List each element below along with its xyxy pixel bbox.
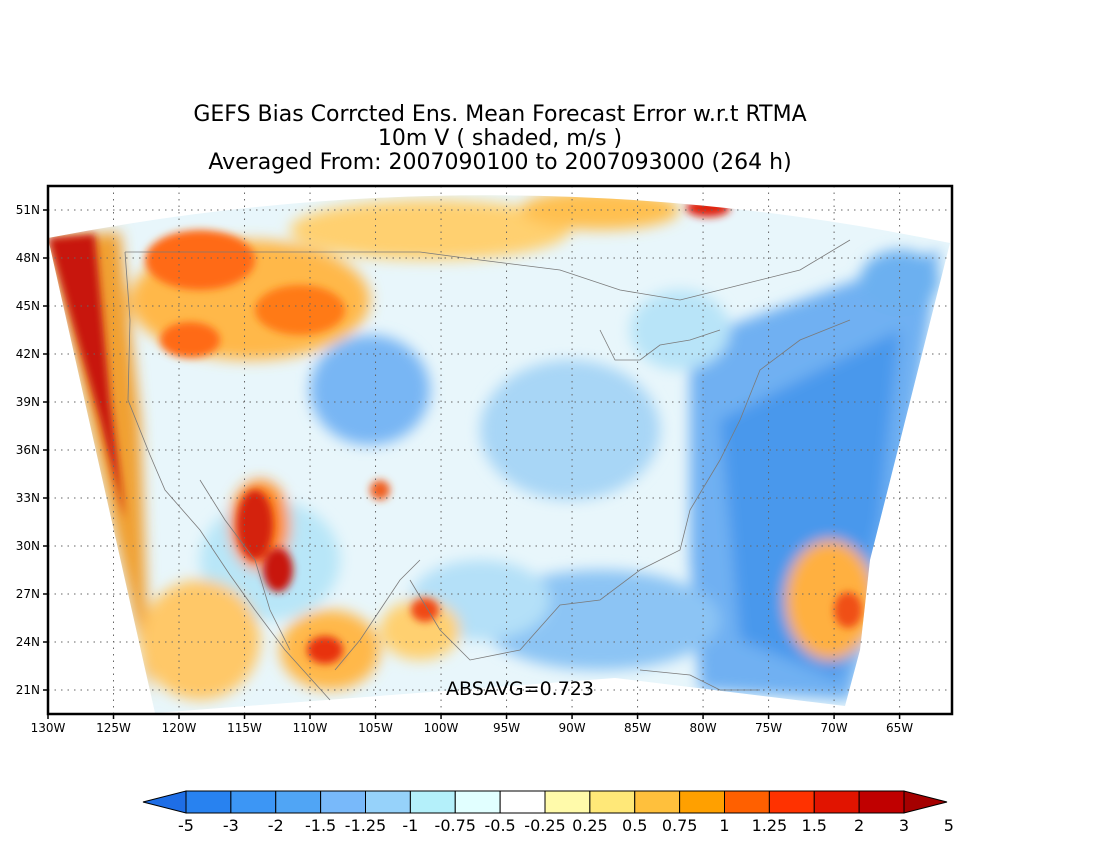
colorbar-label: 5 bbox=[944, 816, 954, 835]
colorbar-swatch bbox=[813, 790, 860, 814]
lat-tick-label: 51N bbox=[16, 203, 40, 217]
lat-tick-label: 30N bbox=[16, 539, 40, 553]
colorbar-label: 1.25 bbox=[752, 816, 788, 835]
lat-tick-label: 42N bbox=[16, 347, 40, 361]
lon-tick-label: 115W bbox=[227, 721, 262, 735]
lon-tick-label: 75W bbox=[755, 721, 782, 735]
lon-tick-label: 125W bbox=[96, 721, 131, 735]
colorbar-label: -2 bbox=[268, 816, 284, 835]
colorbar-arrow-high bbox=[903, 790, 948, 814]
lat-tick-label: 45N bbox=[16, 299, 40, 313]
lon-tick-label: 110W bbox=[293, 721, 328, 735]
lon-tick-label: 70W bbox=[821, 721, 848, 735]
lat-tick-label: 36N bbox=[16, 443, 40, 457]
graticule bbox=[48, 186, 952, 714]
lon-tick-label: 120W bbox=[162, 721, 197, 735]
lon-tick-label: 90W bbox=[558, 721, 585, 735]
colorbar-swatch bbox=[544, 790, 591, 814]
lon-tick-label: 80W bbox=[690, 721, 717, 735]
colorbar-swatch bbox=[185, 790, 232, 814]
colorbar-label: -0.5 bbox=[485, 816, 516, 835]
colorbar-swatch bbox=[365, 790, 411, 814]
lon-tick-label: 65W bbox=[886, 721, 913, 735]
colorbar-label: -0.75 bbox=[435, 816, 476, 835]
colorbar-label: 1 bbox=[719, 816, 729, 835]
colorbar-swatch bbox=[230, 790, 277, 814]
colorbar-label: 0.5 bbox=[622, 816, 647, 835]
lon-tick-label: 95W bbox=[493, 721, 520, 735]
colorbar-swatch bbox=[768, 790, 815, 814]
map-panel: 21N 24N 27N 30N 33N 36N 39N 42N 45N 48N 51N 130W 12… bbox=[16, 184, 954, 735]
colorbar-label: -1.25 bbox=[345, 816, 386, 835]
lat-tick-label: 21N bbox=[16, 683, 40, 697]
colorbar-swatch bbox=[499, 790, 546, 814]
colorbar-swatch bbox=[320, 790, 366, 814]
lat-tick-label: 27N bbox=[16, 587, 40, 601]
title-line-2: 10m V ( shaded, m/s ) bbox=[377, 126, 623, 151]
coastline-lines bbox=[124, 239, 851, 701]
colorbar-label: 1.5 bbox=[802, 816, 827, 835]
colorbar-swatch bbox=[275, 790, 322, 814]
lat-tick-label: 39N bbox=[16, 395, 40, 409]
absavg-annotation: ABSAVG=0.723 bbox=[446, 678, 594, 700]
lat-tick-label: 24N bbox=[16, 635, 40, 649]
colorbar-swatch bbox=[724, 790, 770, 814]
colorbar-label: -1 bbox=[402, 816, 418, 835]
colorbar-label: 3 bbox=[899, 816, 909, 835]
title-line-3: Averaged From: 2007090100 to 2007093000 … bbox=[208, 150, 792, 175]
lat-tick-label: 33N bbox=[16, 491, 40, 505]
colorbar-label: -5 bbox=[178, 816, 194, 835]
colorbar-arrow-low bbox=[142, 790, 187, 814]
colorbar-swatch bbox=[858, 790, 905, 814]
colorbar-swatch bbox=[634, 790, 681, 814]
colorbar-swatch bbox=[679, 790, 725, 814]
colorbar-label: 0.25 bbox=[572, 816, 608, 835]
title-line-1: GEFS Bias Corrcted Ens. Mean Forecast Er… bbox=[193, 102, 807, 127]
longitude-axis: 130W 125W 120W 115W 110W 105W 100W 95W 90W 85W 80W… bbox=[31, 714, 913, 735]
lon-tick-label: 100W bbox=[424, 721, 459, 735]
lon-tick-label: 130W bbox=[31, 721, 66, 735]
colorbar-swatch bbox=[454, 790, 501, 814]
lon-tick-label: 105W bbox=[358, 721, 393, 735]
colorbar-label: -3 bbox=[223, 816, 239, 835]
colorbar-swatch bbox=[409, 790, 456, 814]
colorbar-label: -0.25 bbox=[524, 816, 565, 835]
colorbar-label: 0.75 bbox=[662, 816, 698, 835]
colorbar-swatch bbox=[589, 790, 636, 814]
plot-title: GEFS Bias Corrcted Ens. Mean Forecast Er… bbox=[0, 103, 1000, 175]
lon-tick-label: 85W bbox=[624, 721, 651, 735]
lat-tick-label: 48N bbox=[16, 251, 40, 265]
colorbar-label: 2 bbox=[854, 816, 864, 835]
colorbar-label: -1.5 bbox=[305, 816, 336, 835]
latitude-axis: 21N 24N 27N 30N 33N 36N 39N 42N 45N 48N 51N bbox=[16, 203, 48, 697]
